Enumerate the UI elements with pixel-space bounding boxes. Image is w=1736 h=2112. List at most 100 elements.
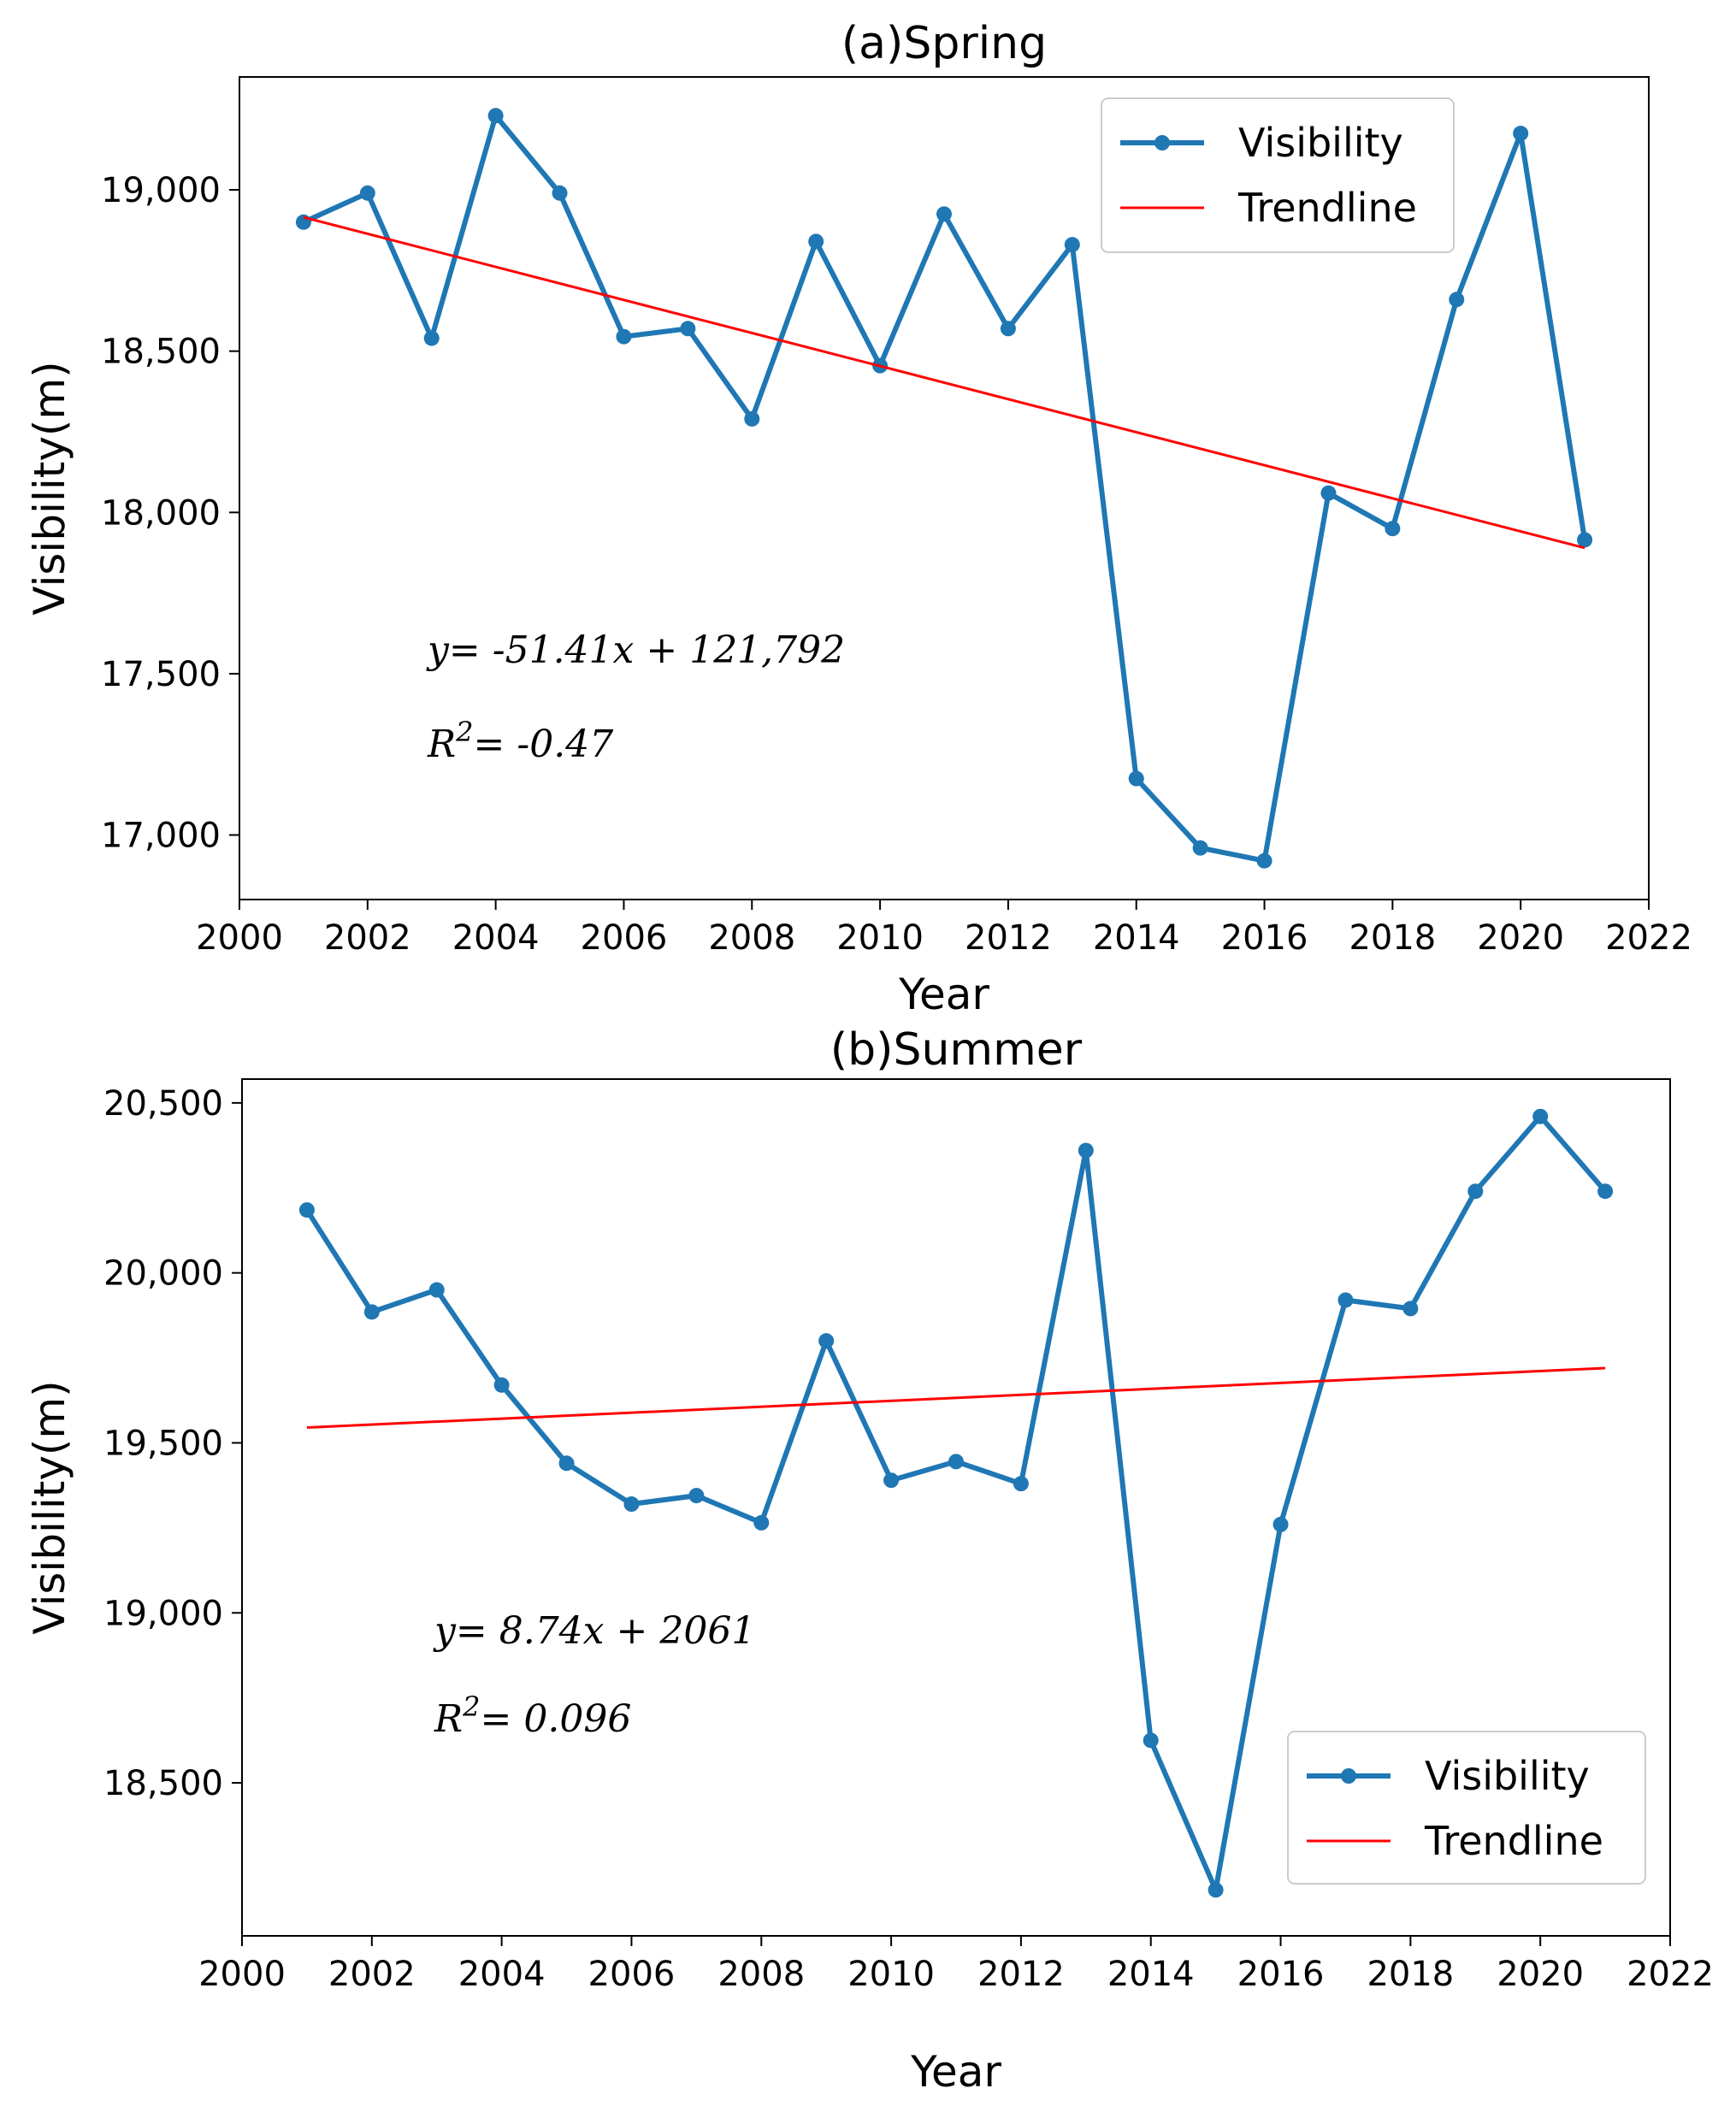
x-tick-label: 2004 — [458, 1955, 546, 1994]
visibility-point — [1577, 532, 1593, 548]
x-tick-label: 2014 — [1093, 918, 1180, 958]
x-tick-label: 2016 — [1237, 1955, 1325, 1994]
x-tick-label: 2014 — [1107, 1955, 1195, 1994]
x-tick-label: 2020 — [1477, 918, 1564, 958]
x-tick-label: 2016 — [1221, 918, 1308, 958]
y-tick-label: 19,000 — [101, 171, 221, 210]
visibility-point — [1128, 770, 1144, 787]
visibility-point — [1513, 126, 1529, 142]
chart-panel-2: (b)Summer 2000 2002 2004 2006 2008 2010 2012 201… — [25, 1024, 1714, 2097]
visibility-point — [298, 1202, 315, 1218]
visibility-point — [1256, 852, 1272, 869]
visibility-point — [808, 233, 824, 250]
y-tick-label: 17,500 — [101, 655, 221, 694]
visibility-point — [623, 1496, 640, 1513]
regression-equation: y= 8.74x + 2061 — [433, 1609, 755, 1653]
visibility-point — [1385, 521, 1401, 537]
legend-trendline-label: Trendline — [1237, 185, 1417, 231]
legend-visibility-marker — [1341, 1768, 1356, 1784]
x-tick-label: 2022 — [1627, 1955, 1714, 1994]
x-tick-label: 2010 — [847, 1955, 935, 1994]
visibility-point — [1532, 1108, 1549, 1124]
visibility-point — [1208, 1882, 1224, 1898]
legend: Visibility Trendline — [1101, 97, 1455, 253]
x-tick-label: 2000 — [196, 918, 283, 958]
visibility-point — [883, 1472, 900, 1489]
visibility-point — [1597, 1183, 1614, 1200]
visibility-point — [428, 1282, 445, 1298]
x-tick-label: 2008 — [717, 1955, 805, 1994]
x-tick-label: 2002 — [328, 1955, 416, 1994]
y-tick-label: 17,000 — [101, 817, 221, 856]
x-axis-label: Year — [898, 970, 989, 1019]
x-tick-label: 2012 — [977, 1955, 1065, 1994]
visibility-point — [616, 328, 632, 345]
visibility-point — [1337, 1292, 1354, 1308]
visibility-point — [363, 1304, 380, 1320]
x-tick-label: 2008 — [708, 918, 795, 958]
visibility-point — [1192, 840, 1208, 856]
y-tick-label: 19,500 — [103, 1424, 223, 1463]
visibility-point — [680, 321, 696, 337]
x-tick-label: 2000 — [198, 1955, 286, 1994]
visibility-point — [1000, 321, 1016, 337]
visibility-point — [1467, 1183, 1484, 1200]
regression-equation: y= -51.41x + 121,792 — [426, 628, 845, 672]
visibility-point — [688, 1488, 705, 1504]
plot-frame — [239, 76, 1650, 900]
y-tick-label: 18,000 — [101, 493, 221, 533]
visibility-point — [1272, 1516, 1289, 1532]
visibility-point — [295, 214, 311, 230]
trendline — [306, 1366, 1606, 1430]
visibility-point — [753, 1514, 770, 1531]
x-tick-label: 2020 — [1497, 1955, 1584, 1994]
x-tick-label: 2010 — [836, 918, 924, 958]
visibility-point — [423, 330, 440, 346]
legend-box — [1287, 1731, 1646, 1885]
x-tick-label: 2006 — [581, 918, 668, 958]
x-tick-label: 2004 — [452, 918, 540, 958]
plot-frame — [241, 1078, 1671, 1937]
chart-title: (a)Spring — [841, 18, 1047, 69]
legend-trendline-label: Trendline — [1424, 1818, 1603, 1864]
visibility-point — [552, 185, 568, 201]
chart-panel-1: (a)Spring 2000 2002 2004 2006 2008 2010 2012 201… — [25, 18, 1692, 1019]
visibility-point — [1320, 485, 1337, 501]
legend: Visibility Trendline — [1287, 1731, 1646, 1885]
visibility-point — [1449, 292, 1465, 308]
trendline — [303, 215, 1585, 550]
y-axis-label: Visibility(m) — [25, 361, 74, 615]
y-tick-label: 18,500 — [101, 333, 221, 372]
visibility-point — [1143, 1732, 1159, 1749]
x-tick-label: 2012 — [965, 918, 1052, 958]
visibility-point — [744, 410, 760, 427]
y-tick-label: 20,000 — [103, 1254, 223, 1294]
visibility-point — [948, 1454, 964, 1470]
r-squared: R2= 0.096 — [434, 1690, 631, 1741]
x-axis-label: Year — [910, 2047, 1001, 2097]
visibility-point — [1078, 1142, 1094, 1159]
legend-visibility-label: Visibility — [1425, 1753, 1590, 1799]
y-tick-label: 19,000 — [103, 1594, 223, 1633]
x-tick-label: 2018 — [1349, 918, 1436, 958]
chart-title: (b)Summer — [830, 1024, 1083, 1076]
y-axis-label: Visibility(m) — [25, 1380, 74, 1634]
r-squared: R2= -0.47 — [427, 716, 613, 766]
legend-visibility-marker — [1154, 135, 1170, 150]
visibility-point — [1064, 237, 1080, 253]
x-tick-label: 2002 — [324, 918, 411, 958]
visibility-point — [558, 1455, 575, 1472]
visibility-point — [359, 185, 375, 201]
visibility-point — [1402, 1301, 1419, 1317]
visibility-point — [936, 206, 952, 222]
x-tick-label: 2022 — [1605, 918, 1692, 958]
y-tick-label: 18,500 — [103, 1764, 223, 1803]
visibility-point — [493, 1377, 510, 1393]
legend-visibility-label: Visibility — [1238, 120, 1403, 166]
visibility-point — [1013, 1476, 1029, 1492]
visibility-point — [818, 1333, 835, 1349]
x-tick-label: 2018 — [1367, 1955, 1454, 1994]
legend-box — [1101, 97, 1455, 253]
visibility-point — [487, 108, 504, 124]
